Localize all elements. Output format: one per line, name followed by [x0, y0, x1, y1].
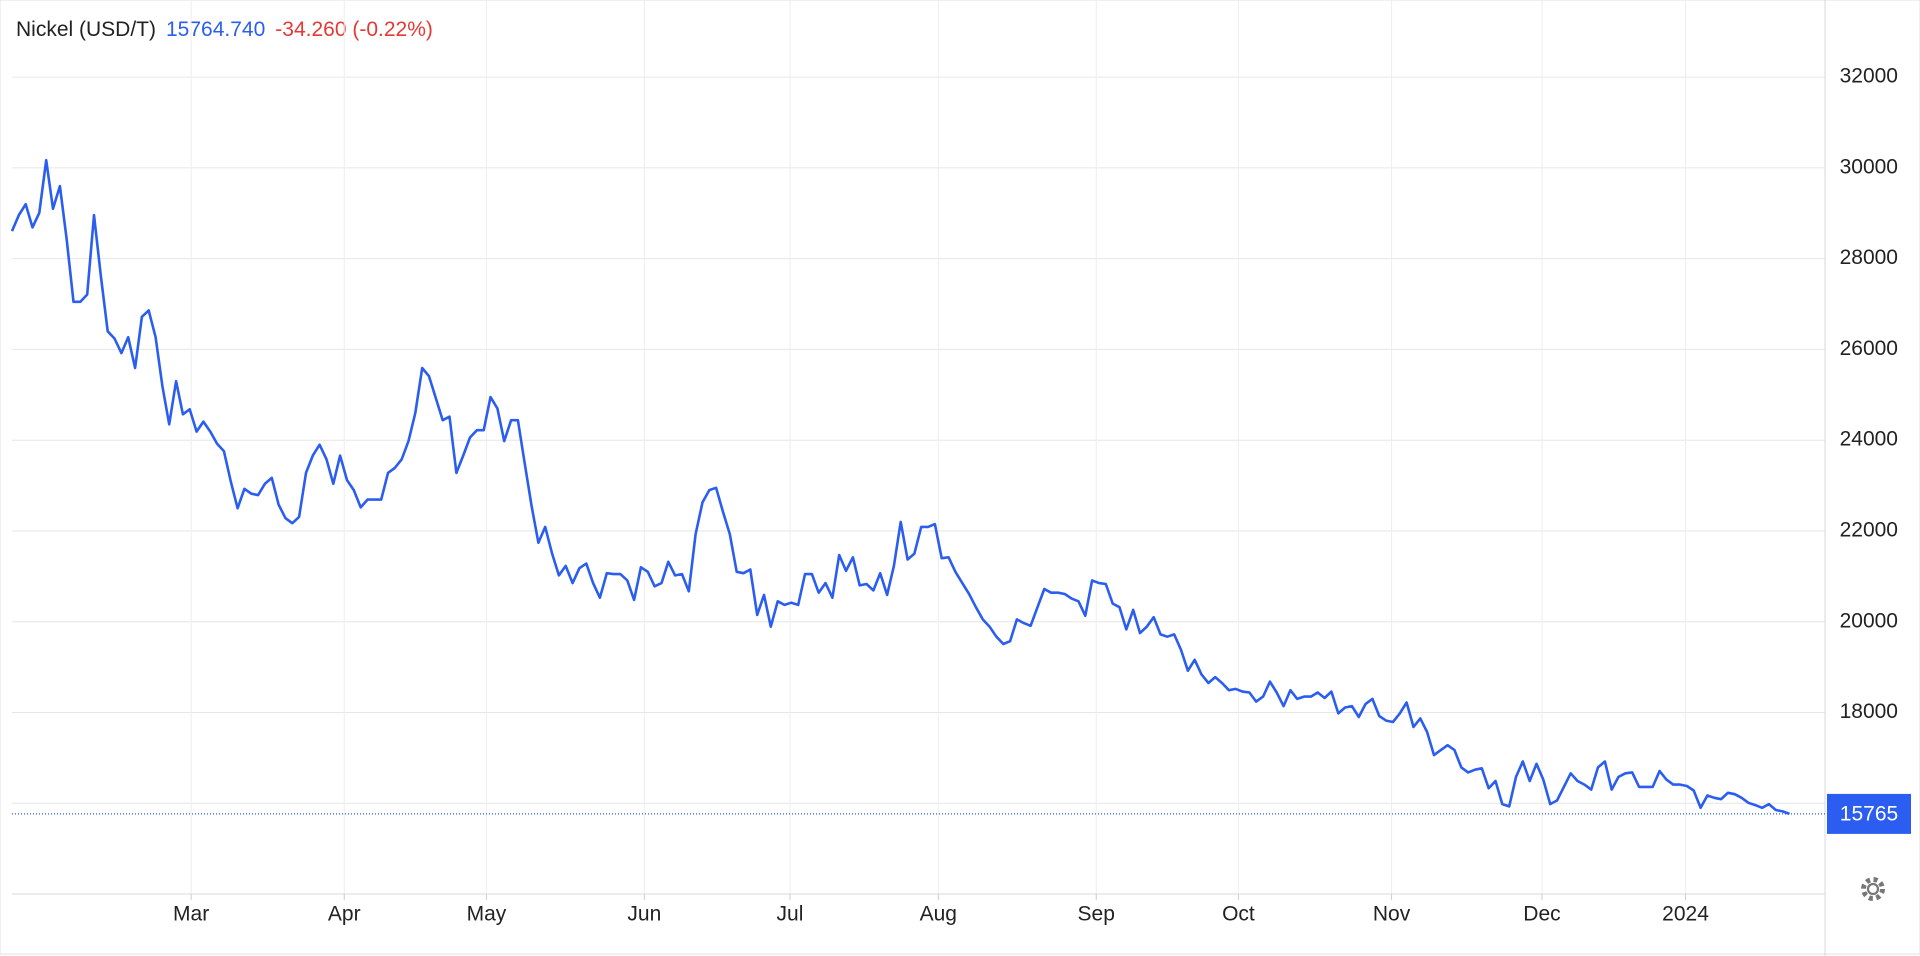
x-tick-label: Apr — [328, 903, 361, 926]
x-tick-label: Oct — [1222, 903, 1255, 926]
x-tick-label: Nov — [1373, 903, 1411, 926]
x-tick-label: Jul — [777, 903, 804, 926]
settings-icon[interactable] — [1861, 877, 1885, 901]
change: -34.260 (-0.22%) — [275, 18, 433, 41]
x-tick-label: Aug — [920, 903, 957, 926]
gear-hub — [1866, 882, 1880, 896]
x-tick-label: Mar — [173, 903, 209, 926]
y-tick-label: 24000 — [1840, 428, 1898, 451]
y-tick-label: 30000 — [1840, 155, 1898, 178]
y-tick-label: 26000 — [1840, 337, 1898, 360]
y-tick-label: 28000 — [1840, 246, 1898, 269]
x-tick-label: Dec — [1523, 903, 1560, 926]
x-tick-label: Jun — [627, 903, 661, 926]
y-tick-label: 18000 — [1840, 700, 1898, 723]
last-value-label: 15765 — [1840, 802, 1898, 825]
y-tick-label: 32000 — [1840, 65, 1898, 88]
last-value-badge — [1827, 793, 1911, 834]
price-line — [10, 158, 1790, 816]
x-tick-label: May — [467, 903, 507, 926]
x-tick-label: 2024 — [1662, 903, 1709, 926]
y-tick-label: 22000 — [1840, 519, 1898, 542]
gear-teeth — [1861, 877, 1885, 901]
x-tick-label: Sep — [1078, 903, 1115, 926]
y-tick-label: 20000 — [1840, 609, 1898, 632]
title: Nickel (USD/T) — [16, 18, 156, 41]
